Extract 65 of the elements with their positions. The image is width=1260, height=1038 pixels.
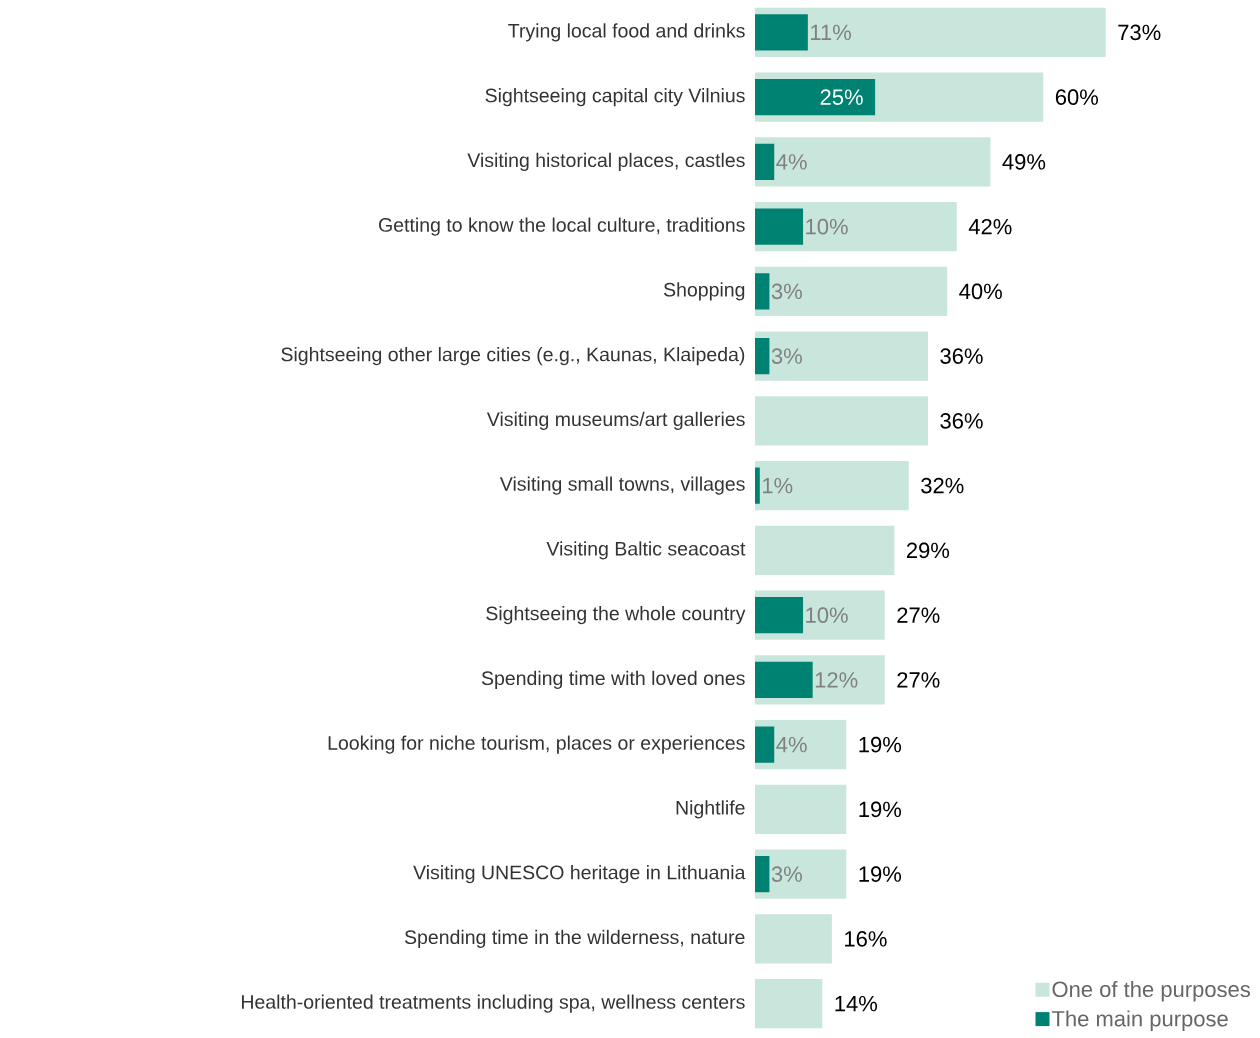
bar bbox=[755, 784, 847, 834]
data-label: 49% bbox=[1002, 154, 1046, 170]
bar bbox=[755, 273, 770, 310]
data-label: 36% bbox=[940, 348, 983, 364]
data-label: 3% bbox=[771, 348, 802, 364]
data-label: 4% bbox=[776, 736, 807, 753]
bar bbox=[755, 79, 876, 116]
data-label: 10% bbox=[806, 218, 848, 235]
data-label: 29% bbox=[906, 542, 950, 559]
data-label: 42% bbox=[968, 218, 1012, 235]
y-tick-label: Getting to know the local culture, traditions bbox=[379, 217, 745, 236]
y-tick-label: Visiting UNESCO heritage in Lithuania bbox=[413, 865, 746, 884]
bar bbox=[755, 726, 775, 763]
data-label: 3% bbox=[771, 866, 802, 882]
bar bbox=[755, 137, 991, 187]
bar bbox=[755, 856, 770, 893]
y-tick-label: Health-oriented treatments including spa, wellness centers bbox=[241, 994, 745, 1013]
data-label: 4% bbox=[776, 154, 807, 170]
data-label: 25% bbox=[820, 89, 863, 105]
bar bbox=[755, 143, 775, 181]
data-label: 14% bbox=[835, 995, 878, 1012]
bar bbox=[755, 467, 760, 504]
bar bbox=[755, 331, 928, 381]
y-tick-label: Spending time in the wilderness, nature bbox=[404, 929, 745, 948]
data-label: 3% bbox=[771, 283, 802, 300]
data-label: 10% bbox=[806, 607, 848, 623]
legend-label: The main purpose bbox=[1051, 1010, 1228, 1031]
y-tick-label: Shopping bbox=[663, 282, 745, 301]
data-label: 19% bbox=[859, 801, 902, 818]
y-tick-label: Sightseeing other large cities (e.g., Kaunas, Klaipeda) bbox=[281, 347, 745, 366]
data-label: 27% bbox=[897, 607, 940, 623]
bar bbox=[755, 396, 928, 446]
y-tick-label: Visiting Baltic seacoast bbox=[546, 541, 746, 560]
bar bbox=[755, 597, 804, 634]
y-tick-label: Visiting museums/art galleries bbox=[486, 411, 745, 430]
data-label: 27% bbox=[897, 672, 940, 688]
bar bbox=[755, 461, 909, 511]
bar bbox=[755, 979, 823, 1029]
bar bbox=[755, 525, 895, 575]
bar bbox=[755, 14, 808, 51]
data-label: 73% bbox=[1118, 24, 1161, 41]
y-tick-label: Sightseeing the whole country bbox=[486, 606, 746, 625]
data-label: 12% bbox=[815, 672, 858, 688]
data-label: 40% bbox=[959, 283, 1002, 300]
data-label: 11% bbox=[811, 24, 851, 41]
y-tick-label: Visiting historical places, castles bbox=[467, 152, 745, 171]
data-label: 60% bbox=[1055, 89, 1099, 105]
bar bbox=[755, 266, 948, 316]
data-label: 19% bbox=[859, 866, 902, 882]
data-label: 1% bbox=[763, 477, 793, 494]
y-tick-label: Spending time with loved ones bbox=[481, 670, 745, 689]
data-label: 16% bbox=[845, 931, 887, 947]
bar bbox=[755, 338, 770, 375]
y-tick-label: Sightseeing capital city Vilnius bbox=[485, 88, 745, 107]
y-tick-label: Visiting small towns, villages bbox=[499, 476, 745, 495]
bar bbox=[755, 208, 804, 245]
y-tick-label: Nightlife bbox=[676, 800, 745, 819]
bar bbox=[755, 914, 832, 964]
y-tick-label: Trying local food and drinks bbox=[508, 23, 745, 42]
data-label: 19% bbox=[859, 736, 902, 753]
data-label: 32% bbox=[921, 477, 964, 494]
data-label: 36% bbox=[940, 413, 983, 429]
bar bbox=[755, 661, 813, 698]
legend-label: One of the purposes bbox=[1052, 980, 1250, 1002]
y-tick-label: Looking for niche tourism, places or experiences bbox=[328, 735, 745, 754]
